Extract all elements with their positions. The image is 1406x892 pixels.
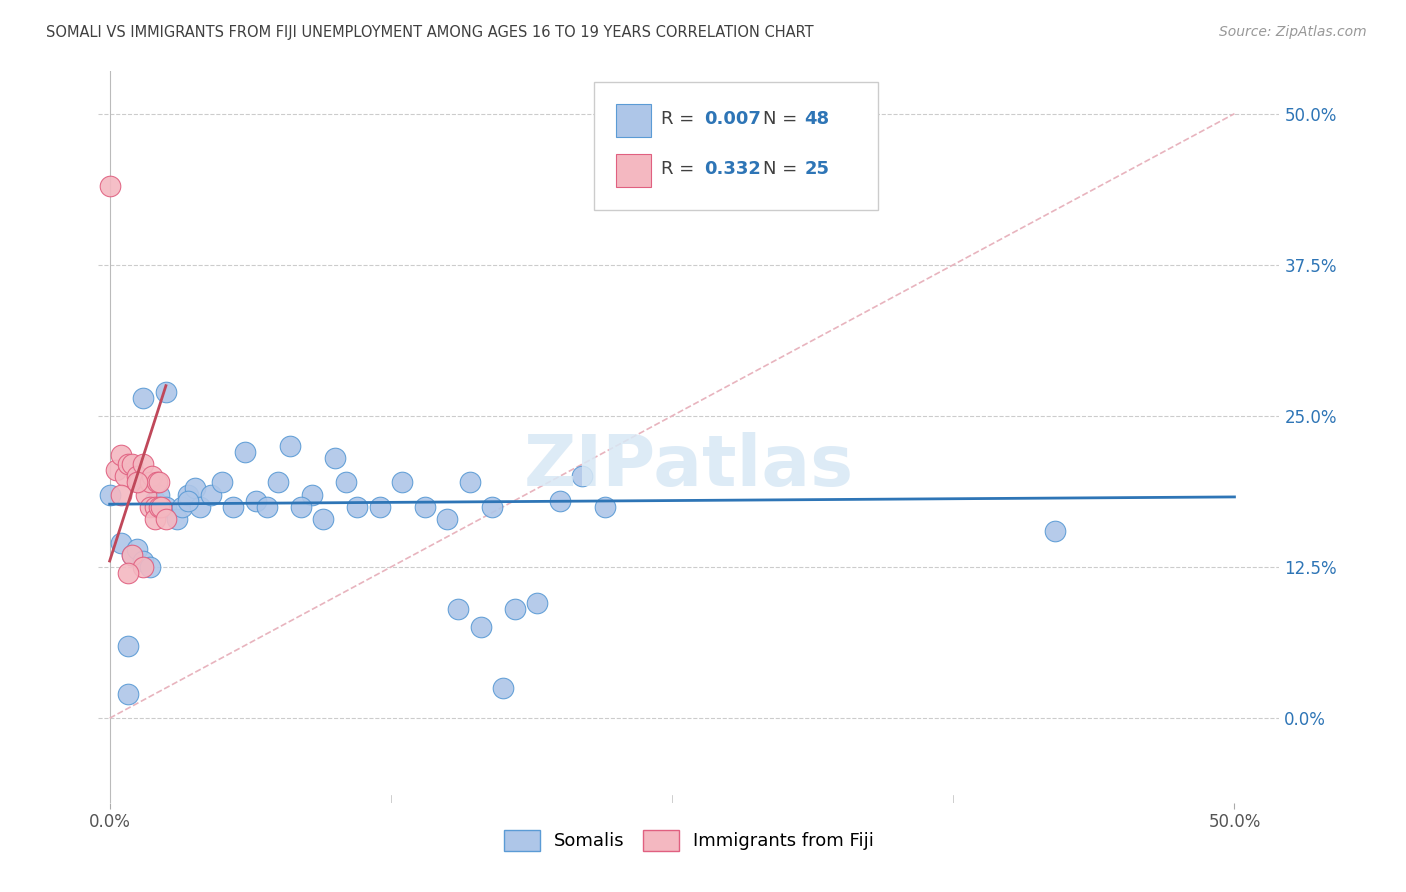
Point: [470, 620, 492, 634]
Point: [114, 469, 136, 483]
Text: R =: R =: [661, 160, 700, 178]
Point: [526, 596, 548, 610]
Point: [117, 566, 139, 580]
Point: [492, 681, 515, 695]
Point: [184, 482, 207, 496]
Point: [110, 448, 132, 462]
Point: [222, 500, 245, 514]
FancyBboxPatch shape: [616, 154, 651, 187]
Text: N =: N =: [763, 160, 803, 178]
Point: [125, 469, 148, 483]
Point: [128, 475, 150, 490]
Point: [139, 500, 162, 514]
Point: [150, 500, 173, 514]
Text: 25: 25: [804, 160, 830, 178]
Point: [155, 511, 177, 525]
Point: [267, 475, 290, 490]
Point: [148, 500, 170, 514]
Point: [105, 463, 128, 477]
Point: [121, 548, 143, 562]
Legend: Somalis, Immigrants from Fiji: Somalis, Immigrants from Fiji: [495, 821, 883, 860]
Point: [413, 500, 436, 514]
FancyBboxPatch shape: [595, 82, 877, 211]
Point: [447, 602, 470, 616]
Text: ZIPatlas: ZIPatlas: [524, 432, 853, 500]
Point: [548, 493, 571, 508]
Point: [170, 500, 193, 514]
Point: [117, 457, 139, 471]
Point: [125, 541, 148, 556]
Point: [132, 457, 155, 471]
Point: [290, 500, 312, 514]
Point: [391, 475, 413, 490]
Text: SOMALI VS IMMIGRANTS FROM FIJI UNEMPLOYMENT AMONG AGES 16 TO 19 YEARS CORRELATIO: SOMALI VS IMMIGRANTS FROM FIJI UNEMPLOYM…: [46, 25, 814, 40]
Point: [110, 487, 132, 501]
Point: [166, 511, 188, 525]
Point: [211, 475, 233, 490]
Point: [117, 639, 139, 653]
Point: [110, 536, 132, 550]
Point: [177, 493, 200, 508]
Point: [139, 560, 162, 574]
Text: R =: R =: [661, 110, 700, 128]
Point: [132, 554, 155, 568]
Point: [436, 511, 458, 525]
Point: [125, 475, 148, 490]
Point: [503, 602, 526, 616]
Point: [155, 500, 177, 514]
Point: [148, 487, 170, 501]
Text: 48: 48: [804, 110, 830, 128]
Point: [571, 469, 593, 483]
Point: [593, 500, 616, 514]
Point: [368, 500, 391, 514]
Point: [312, 511, 335, 525]
Point: [146, 475, 169, 490]
Point: [117, 687, 139, 701]
Point: [177, 487, 200, 501]
Point: [155, 384, 177, 399]
Text: Source: ZipAtlas.com: Source: ZipAtlas.com: [1219, 25, 1367, 39]
Point: [98, 487, 121, 501]
Point: [132, 560, 155, 574]
Point: [256, 500, 278, 514]
Point: [141, 469, 163, 483]
Text: 0.007: 0.007: [704, 110, 761, 128]
Point: [121, 457, 143, 471]
Text: N =: N =: [763, 110, 803, 128]
Point: [346, 500, 368, 514]
Point: [1043, 524, 1066, 538]
Point: [188, 500, 211, 514]
Point: [98, 179, 121, 194]
Point: [148, 475, 170, 490]
Text: 0.332: 0.332: [704, 160, 761, 178]
Point: [139, 475, 162, 490]
Point: [121, 548, 143, 562]
Point: [135, 487, 157, 501]
Point: [335, 475, 357, 490]
Point: [233, 445, 256, 459]
Point: [301, 487, 323, 501]
Point: [323, 451, 346, 466]
Point: [132, 391, 155, 405]
Point: [200, 487, 222, 501]
Point: [278, 439, 301, 453]
Point: [481, 500, 503, 514]
Point: [143, 511, 166, 525]
Point: [143, 500, 166, 514]
Point: [245, 493, 267, 508]
Point: [143, 493, 166, 508]
Point: [458, 475, 481, 490]
FancyBboxPatch shape: [616, 104, 651, 137]
